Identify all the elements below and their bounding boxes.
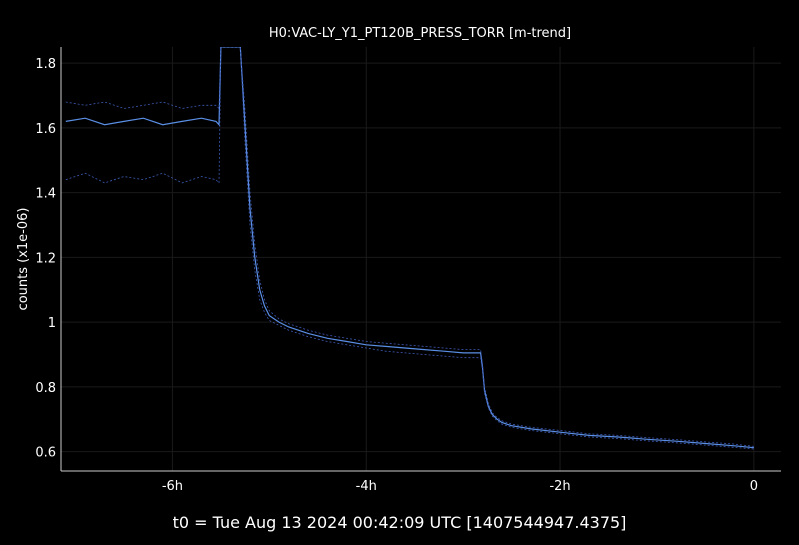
y-tick-label: 0.6 xyxy=(35,446,56,461)
x-tick-labels: -6h -4h -2h 0 xyxy=(162,479,758,494)
chart: H0:VAC-LY_Y1_PT120B_PRESS_TORR [m-trend]… xyxy=(16,26,781,494)
x-tick-label: -2h xyxy=(549,479,570,494)
x-tick-label: 0 xyxy=(750,479,758,494)
y-tick-label: 0.8 xyxy=(35,381,56,396)
t0-footer: t0 = Tue Aug 13 2024 00:42:09 UTC [14075… xyxy=(172,513,627,532)
y-tick-label: 1.6 xyxy=(35,122,56,137)
x-tick-label: -6h xyxy=(162,479,183,494)
series-line-mean xyxy=(65,47,754,449)
y-axis-label: counts (x1e-06) xyxy=(16,208,31,311)
y-tick-label: 1.2 xyxy=(35,251,56,266)
series-group xyxy=(65,47,754,450)
y-tick-labels: 0.6 0.8 1 1.2 1.4 1.6 1.8 xyxy=(35,57,56,460)
x-tick-label: -4h xyxy=(356,479,377,494)
y-tick-label: 1 xyxy=(48,316,56,331)
grid xyxy=(61,47,781,471)
chart-title: H0:VAC-LY_Y1_PT120B_PRESS_TORR [m-trend] xyxy=(269,26,571,41)
y-tick-label: 1.4 xyxy=(35,187,56,202)
y-tick-label: 1.8 xyxy=(35,57,56,72)
series-line-min xyxy=(65,47,754,450)
